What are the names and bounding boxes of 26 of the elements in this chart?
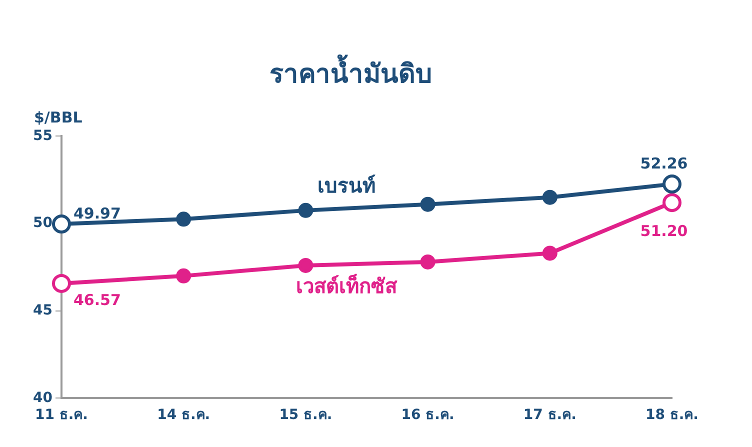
y-tick-label: 50: [33, 215, 53, 232]
point: [298, 258, 314, 273]
point: [176, 268, 192, 284]
point: [298, 202, 314, 218]
x-tick-label: 16 ธ.ค.: [401, 407, 454, 424]
data-label: 46.57: [73, 290, 121, 309]
point: [420, 196, 436, 212]
x-tick-label: 18 ธ.ค.: [646, 407, 698, 424]
data-label: 52.26: [640, 154, 688, 172]
series-label: เบรนท์: [318, 174, 376, 198]
x-tick-label: 14 ธ.ค.: [157, 407, 210, 424]
y-tick-label: 55: [33, 128, 52, 144]
point: [420, 254, 436, 270]
chart-title: ราคาน้ำมันดิบ: [270, 53, 432, 90]
x-tick-label: 11 ธ.ค.: [34, 407, 88, 424]
y-axis-title: $/BBL: [34, 108, 83, 127]
y-tick-label: 40: [33, 390, 53, 406]
point: [542, 246, 558, 261]
x-tick-label: 15 ธ.ค.: [279, 407, 332, 424]
point: [176, 212, 192, 227]
x-tick-label: 17 ธ.ค.: [523, 407, 576, 424]
data-label: 49.97: [73, 204, 121, 222]
point: [542, 190, 558, 205]
series-label: เวสต์เท็กซัส: [296, 272, 398, 298]
data-label: 51.20: [640, 222, 688, 240]
y-tick-label: 45: [33, 302, 52, 319]
